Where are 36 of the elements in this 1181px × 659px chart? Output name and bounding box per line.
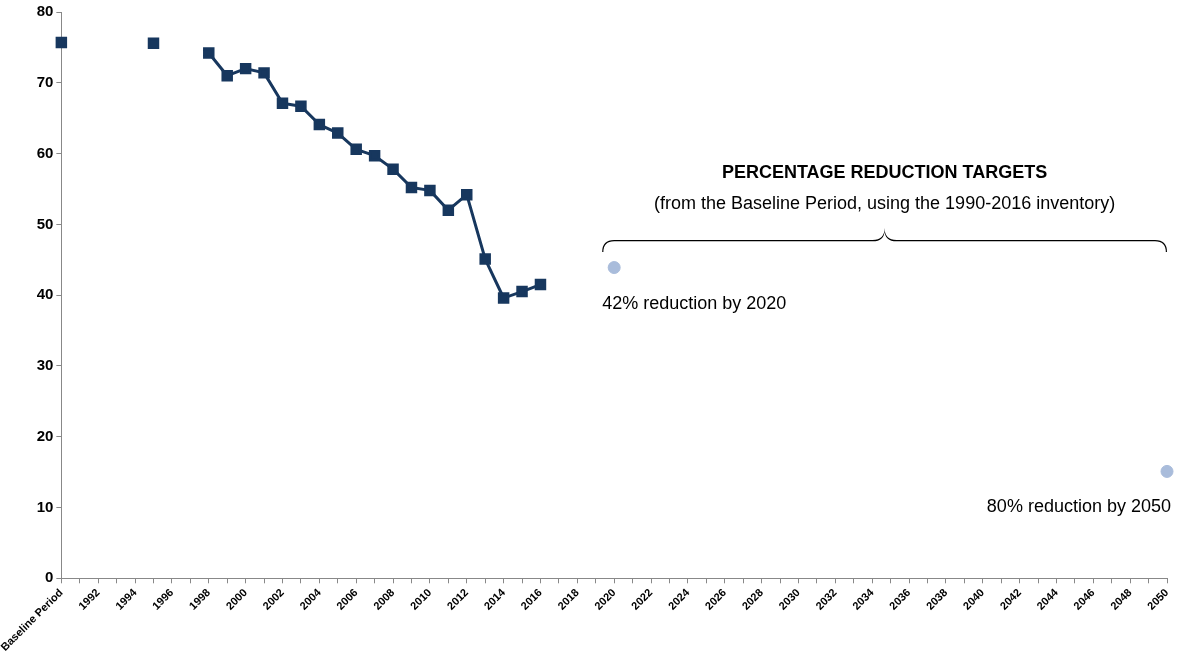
point [607, 261, 621, 275]
y-tick-label: 0 [45, 568, 54, 586]
point [387, 163, 399, 175]
point [239, 62, 252, 75]
point [461, 188, 473, 201]
y-tick-label: 20 [36, 426, 54, 444]
point [516, 285, 528, 298]
point [442, 204, 455, 216]
annotation: PERCENTAGE REDUCTION TARGETS [721, 162, 1048, 182]
y-tick-label: 80 [36, 2, 54, 20]
point [368, 149, 381, 162]
point [258, 67, 270, 79]
point [405, 181, 418, 194]
point [55, 36, 68, 49]
point [479, 253, 491, 265]
point [221, 69, 233, 82]
y-tick-label: 60 [36, 143, 54, 161]
y-tick-label: 40 [36, 285, 54, 303]
annotation: (from the Baseline Period, using the 1990-2016 inventory) [653, 193, 1116, 213]
annotation: 42% reduction by 2020 [602, 292, 787, 313]
y-tick-label: 50 [36, 214, 54, 232]
point [497, 292, 510, 304]
point [147, 37, 160, 49]
point [276, 97, 289, 110]
y-tick-label: 10 [36, 497, 54, 515]
point [534, 278, 547, 291]
point [350, 143, 362, 156]
y-tick-label: 70 [36, 72, 54, 90]
y-tick-label: 30 [36, 356, 54, 374]
point [1160, 464, 1174, 478]
annotation: 80% reduction by 2050 [986, 496, 1171, 517]
point [313, 118, 326, 131]
point [295, 100, 307, 112]
point [424, 184, 436, 197]
point [332, 127, 344, 139]
point [203, 47, 215, 59]
